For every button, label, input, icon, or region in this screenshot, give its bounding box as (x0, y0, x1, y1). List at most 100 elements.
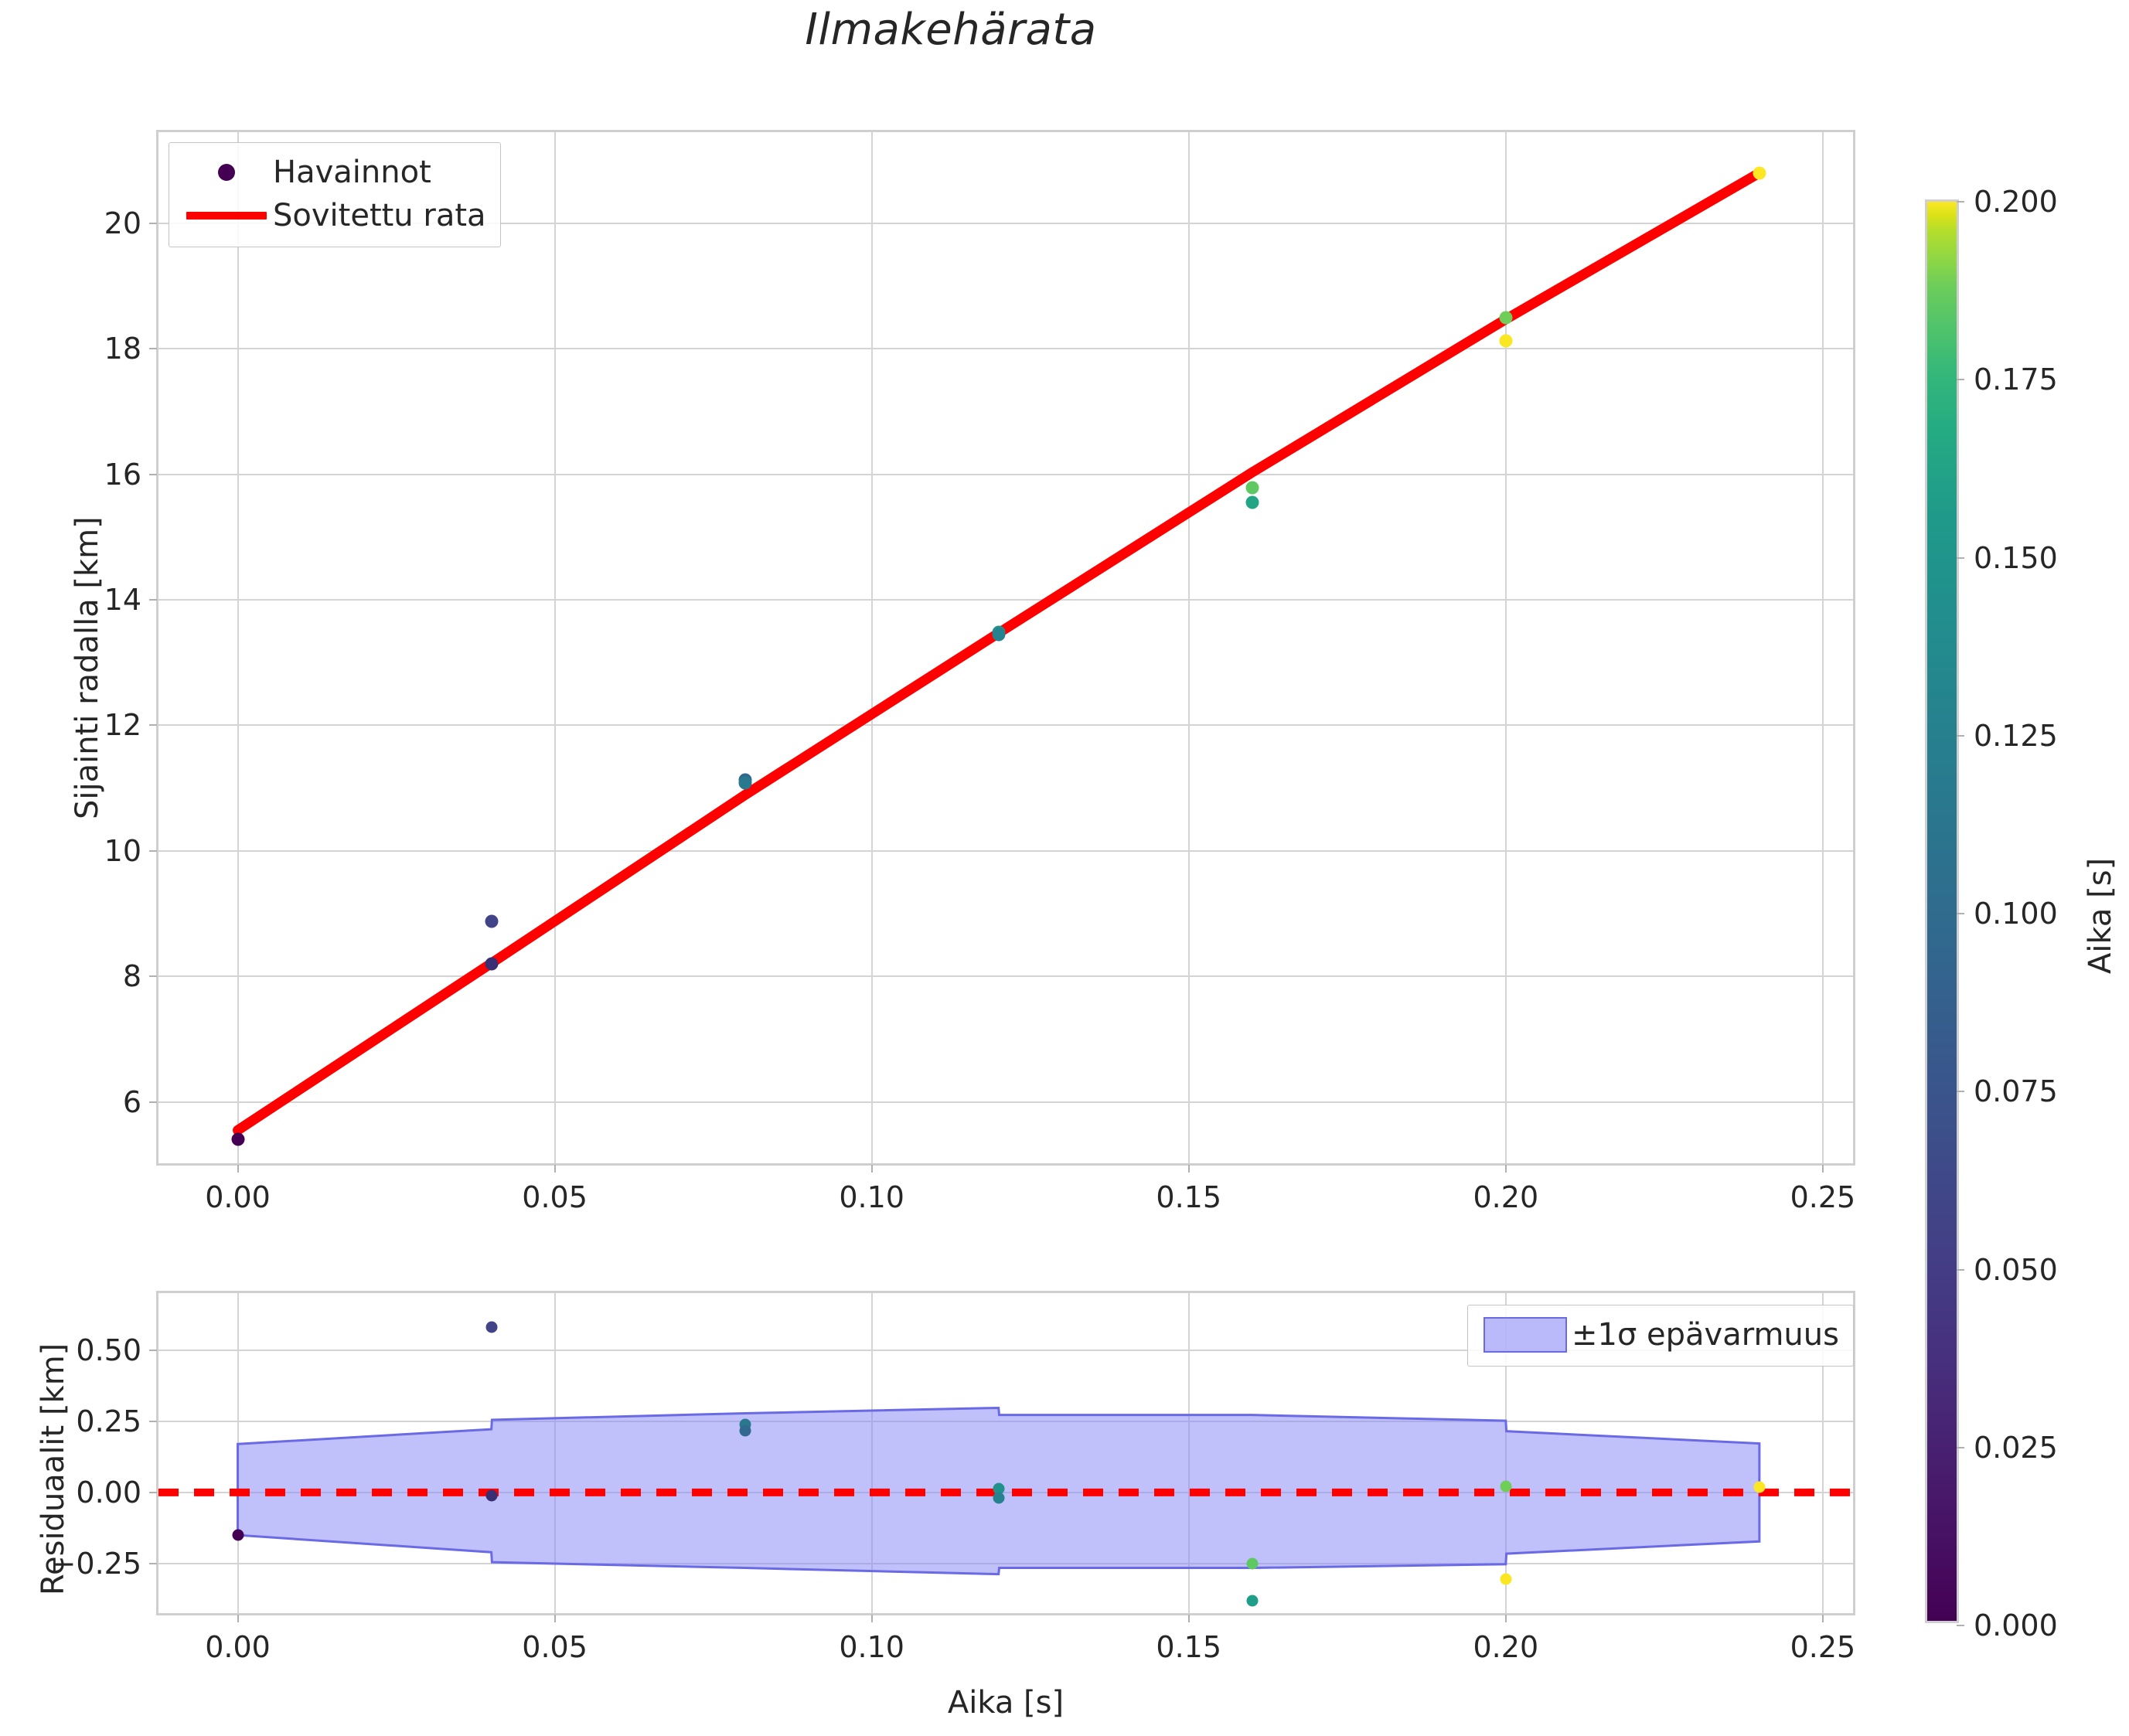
y-tick (149, 1420, 157, 1422)
y-tick (149, 222, 157, 224)
colorbar-tick-label: 0.175 (1974, 363, 2058, 397)
colorbar-tick-label: 0.100 (1974, 897, 2058, 931)
y-tick-label: 0.00 (76, 1475, 141, 1510)
x-tick (237, 1615, 239, 1622)
y-gridline (158, 599, 1853, 601)
residuals-legend: ±1σ epävarmuus (1467, 1305, 1854, 1367)
data-point (1246, 1557, 1259, 1570)
data-point (485, 1489, 498, 1502)
x-tick (237, 1165, 239, 1173)
colorbar-tick (1957, 1625, 1964, 1626)
fit-line-marker-icon (180, 212, 273, 220)
x-tick (870, 1615, 873, 1622)
colorbar-tick-label: 0.075 (1974, 1074, 2058, 1109)
colorbar-tick (1957, 1446, 1964, 1448)
y-gridline (158, 849, 1853, 852)
y-gridline (158, 222, 1853, 224)
y-tick (149, 1349, 157, 1351)
data-point (231, 1132, 245, 1146)
x-tick (554, 1165, 556, 1173)
x-gridline (1821, 1293, 1824, 1613)
y-tick (149, 1491, 157, 1493)
y-tick-label: 10 (104, 833, 141, 868)
y-gridline (158, 1101, 1853, 1103)
colorbar-gradient (1927, 202, 1957, 1621)
y-tick-label: −0.25 (51, 1547, 141, 1581)
colorbar-tick-label: 0.150 (1974, 540, 2058, 575)
colorbar-tick (1957, 1091, 1964, 1093)
y-gridline (158, 473, 1853, 475)
data-point (1246, 1595, 1259, 1607)
data-point (485, 1321, 498, 1333)
observations-marker-icon (180, 164, 273, 181)
figure-title: Ilmakehärata (805, 5, 1097, 55)
data-point (485, 957, 499, 971)
data-point (1499, 334, 1513, 348)
data-point (739, 1425, 751, 1437)
x-tick-label: 0.10 (839, 1630, 904, 1664)
x-gridline (1504, 132, 1507, 1163)
colorbar-tick-label: 0.200 (1974, 185, 2058, 219)
y-tick-label: 0.50 (76, 1333, 141, 1367)
data-point (1500, 1480, 1512, 1493)
colorbar-tick (1957, 913, 1964, 914)
colorbar-tick (1957, 734, 1964, 737)
trajectory-legend: Havainnot Sovitettu rata (169, 142, 501, 247)
data-point (1500, 1573, 1512, 1585)
x-tick-label: 0.15 (1156, 1630, 1222, 1664)
y-tick-label: 6 (122, 1084, 141, 1119)
y-gridline (158, 724, 1853, 727)
colorbar-tick (1957, 201, 1964, 203)
data-point (1753, 1481, 1766, 1493)
trajectory-y-axis-label: Sijainti radalla [km] (70, 516, 105, 819)
y-gridline (158, 348, 1853, 350)
colorbar-tick (1957, 1268, 1964, 1271)
colorbar-label: Aika [s] (2083, 857, 2118, 974)
residuals-y-axis-label: Residuaalit [km] (36, 1343, 71, 1595)
y-tick (149, 975, 157, 978)
x-tick (1187, 1165, 1190, 1173)
residuals-plot-area (158, 1293, 1853, 1613)
y-gridline (158, 975, 1853, 978)
y-tick-label: 16 (104, 457, 141, 492)
x-tick (1504, 1615, 1507, 1622)
colorbar-tick-label: 0.000 (1974, 1608, 2058, 1642)
data-point (993, 1492, 1005, 1504)
trajectory-plot-axes: 0.00 0.05 0.10 0.15 0.20 0.25 6 8 10 12 14 16 18 20 (104, 130, 1855, 1214)
y-tick-label: 14 (104, 583, 141, 618)
legend-item-havainnot: Havainnot (180, 151, 486, 194)
legend-item-sovitettu-rata: Sovitettu rata (180, 194, 486, 237)
colorbar-tick-label: 0.025 (1974, 1430, 2058, 1465)
data-point (1245, 481, 1259, 495)
x-tick (1821, 1615, 1824, 1622)
x-tick (870, 1165, 873, 1173)
y-tick-label: 8 (122, 959, 141, 994)
x-tick (1821, 1165, 1824, 1173)
x-tick-label: 0.00 (205, 1630, 271, 1664)
fitted-trajectory-line (233, 168, 1765, 1135)
residuals-x-axis-label: Aika [s] (947, 1685, 1064, 1721)
x-gridline (554, 132, 556, 1163)
y-tick (149, 348, 157, 350)
legend-label-sovitettu-rata: Sovitettu rata (273, 198, 486, 233)
x-tick (554, 1615, 556, 1622)
colorbar-tick (1957, 379, 1964, 381)
x-tick-label: 0.20 (1473, 1630, 1539, 1664)
data-point (1499, 311, 1513, 325)
data-point (1245, 495, 1259, 509)
y-tick-label: 0.25 (76, 1404, 141, 1438)
data-point (992, 628, 1006, 642)
legend-label-sigma-band: ±1σ epävarmuus (1572, 1317, 1839, 1353)
y-tick (149, 473, 157, 475)
y-gridline (158, 1349, 1853, 1351)
uncertainty-band-patch-icon (1479, 1317, 1572, 1353)
y-tick (149, 1101, 157, 1103)
data-point (485, 914, 499, 928)
x-tick-label: 0.00 (205, 1180, 271, 1214)
data-point (993, 1482, 1005, 1495)
x-tick-label: 0.05 (522, 1180, 588, 1214)
x-tick-label: 0.25 (1790, 1180, 1856, 1214)
data-point (1753, 166, 1766, 180)
x-tick-label: 0.25 (1790, 1630, 1856, 1664)
legend-item-sigma-band: ±1σ epävarmuus (1479, 1313, 1839, 1356)
